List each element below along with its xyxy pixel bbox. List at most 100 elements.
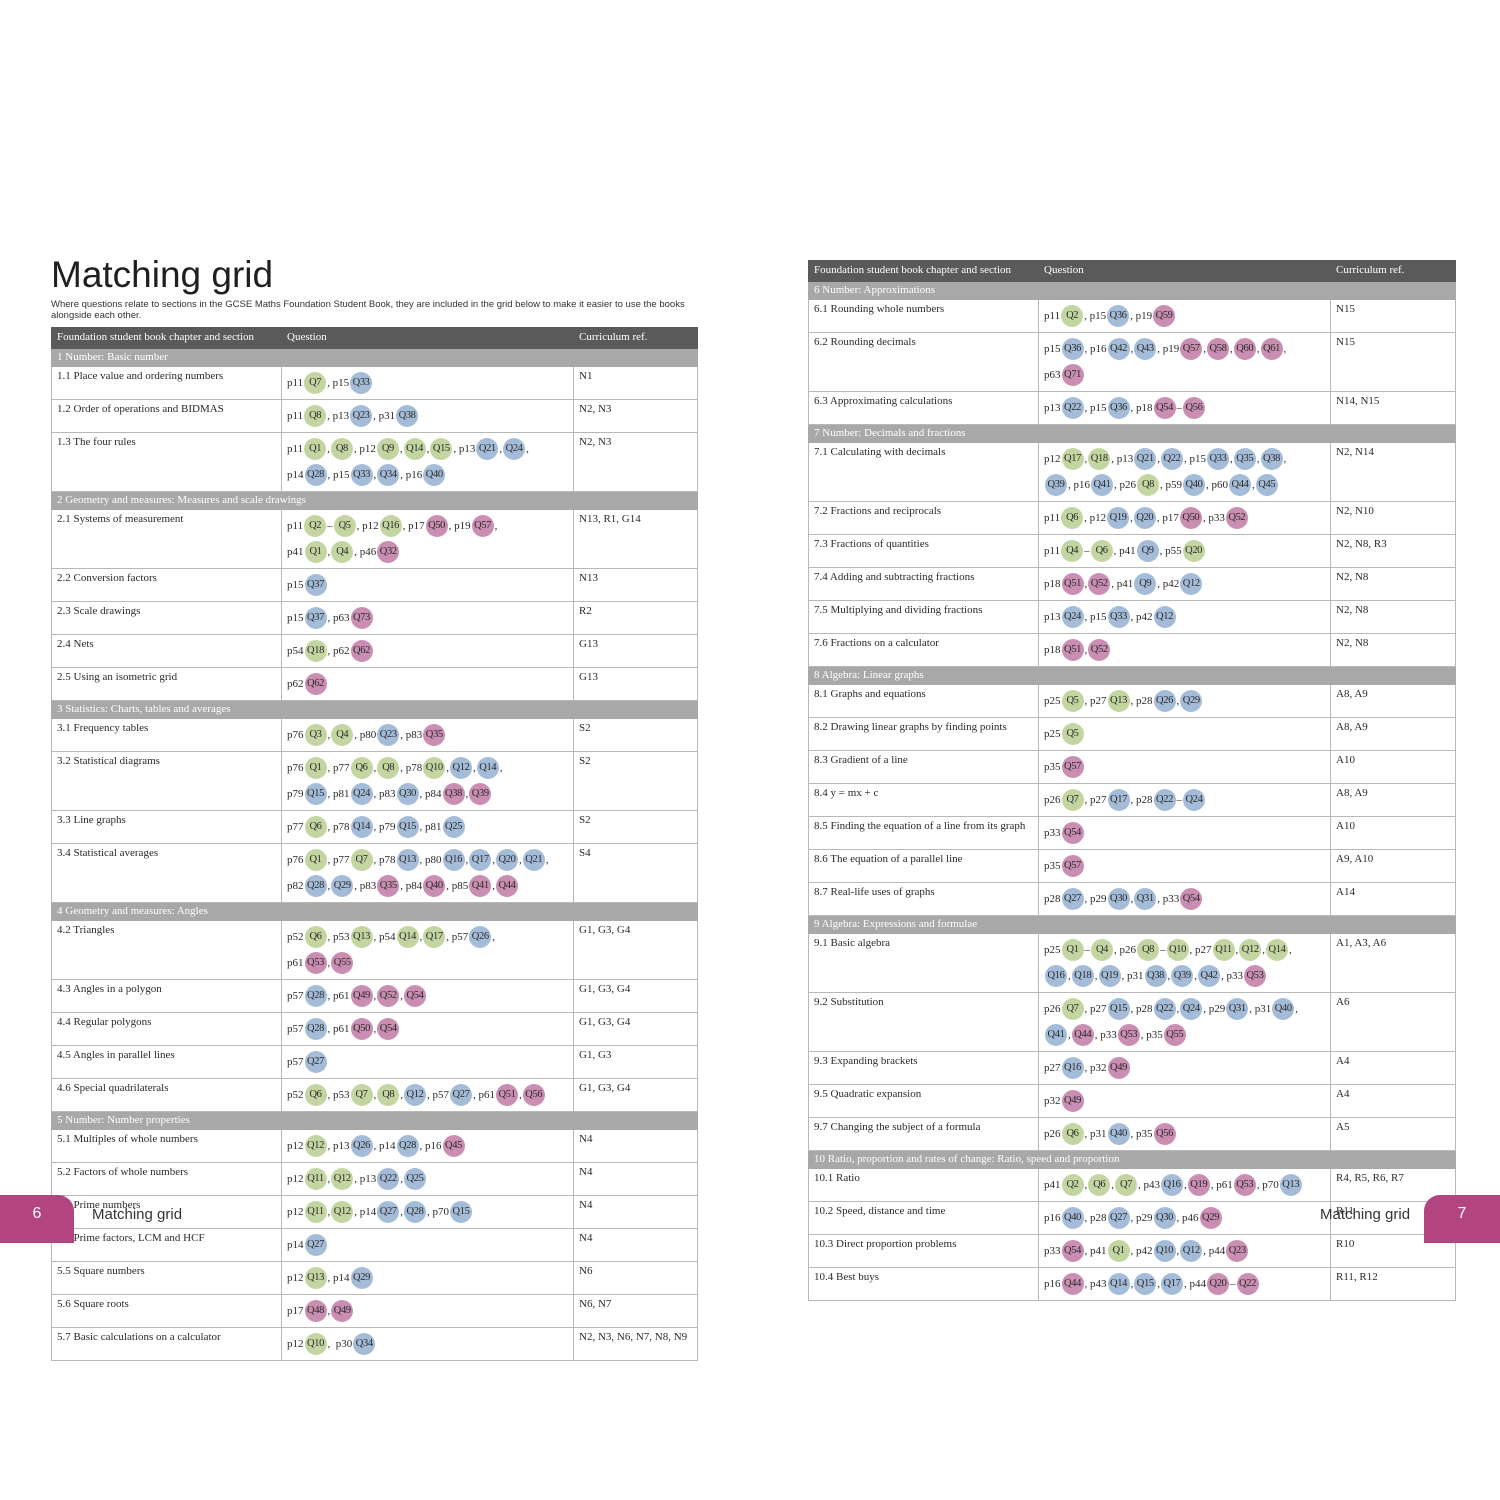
page-ref: ,: [1130, 512, 1133, 524]
curriculum-ref: S2: [573, 718, 698, 752]
page-ref: ,: [1256, 343, 1260, 355]
page-ref: p77: [287, 821, 304, 833]
page-ref: ,: [519, 1089, 522, 1101]
table-row: 9.3 Expanding brackets p27 Q16, p32 Q49 A4: [808, 1051, 1456, 1085]
curriculum-ref: A5: [1330, 1117, 1456, 1151]
page-ref: , p18: [1130, 402, 1153, 414]
section-name: 7.6 Fractions on a calculator: [808, 633, 1039, 667]
page-ref: ,: [373, 762, 377, 774]
question-badge: Q56: [1183, 397, 1205, 419]
question-cell: p28 Q27, p29 Q30, Q31, p33 Q54: [1038, 882, 1331, 916]
page-ref: ,: [419, 931, 423, 943]
question-cell: p57 Q28, p61 Q50, Q54: [281, 1012, 574, 1046]
question-cell: p76 Q1, p77 Q7, p78 Q13, p80 Q16, Q17, Q20, Q21…: [281, 843, 574, 903]
section-heading: 10 Ratio, proportion and rates of change…: [808, 1150, 1456, 1169]
question-line: p57 Q28, p61 Q49, Q52, Q54: [287, 983, 568, 1009]
question-badge: Q33: [350, 372, 373, 394]
question-line: p52 Q6, p53 Q7, Q8, Q12, p57 Q27, p61 Q51, Q56: [287, 1082, 568, 1108]
table-row: 10.3 Direct proportion problems p33 Q54, p…: [808, 1234, 1456, 1268]
page-ref: p76: [287, 762, 304, 774]
question-line: p12 Q17, Q18, p13 Q21, Q22, p15 Q33, Q35, Q38,: [1044, 446, 1325, 472]
question-badge: Q18: [1088, 448, 1111, 470]
question-badge: Q55: [1163, 1024, 1186, 1046]
table-body: 1 Number: Basic number 1.1 Place value an…: [51, 348, 698, 1361]
question-line: p79 Q15, p81 Q24, p83 Q30, p84 Q38, Q39: [287, 781, 568, 807]
question-line: p14 Q28, p15 Q33, Q34, p16 Q40: [287, 462, 568, 488]
page-ref: ,: [373, 1023, 377, 1035]
question-badge: Q15: [1134, 1273, 1157, 1295]
question-cell: p26 Q7, p27 Q15, p28 Q22, Q24, p29 Q31, p31 Q4…: [1038, 992, 1331, 1052]
question-badge: Q1: [304, 757, 327, 779]
question-badge: Q10: [423, 757, 446, 779]
question-line: p11 Q1, Q8, p12 Q9, Q14, Q15, p13 Q21, Q24,: [287, 436, 568, 462]
page-ref: p12: [287, 1173, 304, 1185]
question-cell: p26 Q7, p27 Q17, p28 Q22– Q24: [1038, 783, 1331, 817]
question-badge: Q2: [1061, 1174, 1084, 1196]
question-badge: Q52: [1088, 639, 1111, 661]
question-badge: Q52: [377, 985, 400, 1007]
section-heading: 1 Number: Basic number: [51, 348, 698, 367]
section-name: 7.5 Multiplying and dividing fractions: [808, 600, 1039, 634]
curriculum-ref: S2: [573, 810, 698, 844]
question-cell: p35 Q57: [1038, 750, 1331, 784]
curriculum-ref: N2, N14: [1330, 442, 1456, 502]
question-badge: Q16: [1061, 1057, 1084, 1079]
question-line: p27 Q16, p32 Q49: [1044, 1055, 1325, 1081]
right-page: Foundation student book chapter and sect…: [808, 260, 1456, 1301]
question-badge: Q6: [304, 816, 327, 838]
question-badge: Q15: [450, 1201, 472, 1223]
question-badge: Q12: [450, 757, 472, 779]
page-ref: , p16: [1084, 343, 1107, 355]
left-page: Matching grid Where questions relate to …: [51, 255, 698, 1361]
question-badge: Q11: [304, 1201, 327, 1223]
question-badge: Q22: [1153, 998, 1176, 1020]
question-badge: Q51: [1061, 639, 1084, 661]
question-line: p16 Q44, p43 Q14, Q15, Q17, p44 Q20– Q22: [1044, 1271, 1325, 1297]
curriculum-ref: R10: [1330, 1234, 1456, 1268]
page-ref: , p61: [1210, 1179, 1233, 1191]
question-badge: Q29: [331, 875, 354, 897]
question-cell: p54 Q18, p62 Q62: [281, 634, 574, 668]
question-cell: p15 Q36, p16 Q42, Q43, p19 Q57, Q58, Q60, Q61, p…: [1038, 332, 1331, 392]
page-ref: , p53: [327, 931, 350, 943]
question-cell: p12 Q10, p30 Q34: [281, 1327, 574, 1361]
page-ref: , p33: [1221, 970, 1243, 982]
page-ref: –: [1084, 545, 1090, 557]
curriculum-ref: G1, G3, G4: [573, 1078, 698, 1112]
page-ref: ,: [399, 443, 403, 455]
section-name: 8.2 Drawing linear graphs by finding poi…: [808, 717, 1039, 751]
page-ref: ,: [327, 1305, 331, 1317]
question-line: p13 Q24, p15 Q33, p42 Q12: [1044, 604, 1325, 630]
question-badge: Q14: [1266, 939, 1288, 961]
question-line: p15 Q36, p16 Q42, Q43, p19 Q57, Q58, Q60, Q61,: [1044, 336, 1325, 362]
page-ref: p15: [287, 579, 304, 591]
question-cell: p14 Q27: [281, 1228, 574, 1262]
question-cell: p26 Q6, p31 Q40, p35 Q56: [1038, 1117, 1331, 1151]
page-ref: ,: [327, 443, 330, 455]
question-line: p52 Q6, p53 Q13, p54 Q14, Q17, p57 Q26,: [287, 924, 568, 950]
question-badge: Q7: [1061, 789, 1084, 811]
curriculum-ref: R11, R12: [1330, 1267, 1456, 1301]
question-badge: Q44: [1061, 1273, 1084, 1295]
page-ref: ,: [1176, 1245, 1180, 1257]
table-row: 8.1 Graphs and equations p25 Q5, p27 Q13, p…: [808, 684, 1456, 718]
page-ref: p41: [287, 546, 304, 558]
question-badge: Q16: [379, 515, 402, 537]
page-ref: , p61: [327, 1023, 350, 1035]
section-name: 2.5 Using an isometric grid: [51, 667, 282, 701]
page-ref: , p77: [327, 854, 350, 866]
page-ref: ,: [1130, 343, 1134, 355]
question-line: p12 Q13, p14 Q29: [287, 1265, 568, 1291]
question-badge: Q13: [1107, 690, 1130, 712]
page-ref: ,: [446, 762, 449, 774]
page-ref: p13: [1044, 611, 1061, 623]
curriculum-ref: G1, G3, G4: [573, 920, 698, 980]
question-badge: Q2: [1061, 305, 1084, 327]
page-ref: , p80: [419, 854, 442, 866]
page-ref: , p33: [1157, 893, 1180, 905]
question-badge: Q39: [469, 783, 492, 805]
page-ref: ,: [545, 854, 549, 866]
curriculum-ref: N14, N15: [1330, 391, 1456, 425]
page-ref: p76: [287, 729, 304, 741]
section-name: 10.4 Best buys: [808, 1267, 1039, 1301]
